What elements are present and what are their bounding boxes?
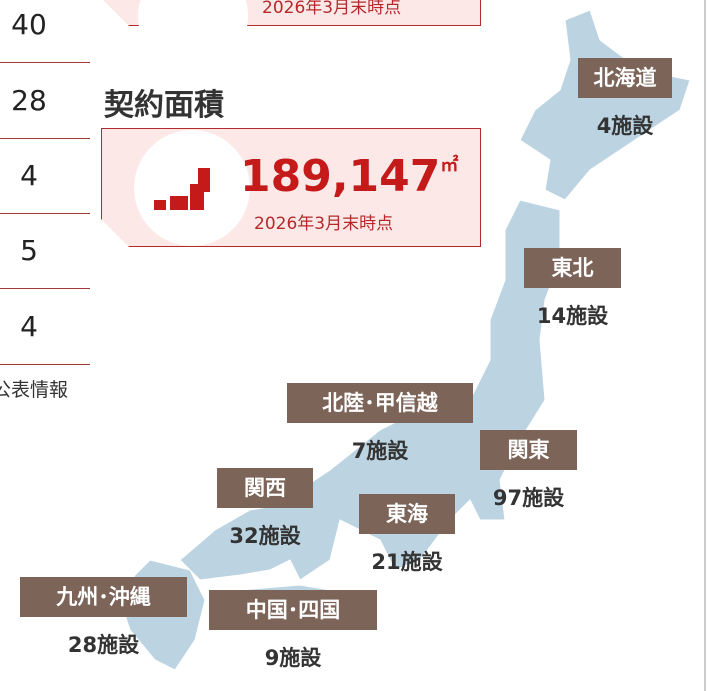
area-box: 189,147㎡ 2026年3月末時点 <box>101 128 481 247</box>
region-label: 北陸･甲信越 <box>287 383 473 423</box>
table-value: 40 <box>11 8 47 41</box>
region-label: 関西 <box>217 468 313 508</box>
region-label: 九州･沖縄 <box>20 577 187 617</box>
top-box: 2026年3月末時点 <box>101 0 481 26</box>
area-unit: ㎡ <box>440 155 459 176</box>
region-label: 東北 <box>524 248 621 288</box>
hokkaido <box>519 9 691 201</box>
table-separator <box>0 62 90 63</box>
area-value-row: 189,147㎡ <box>240 151 458 202</box>
region-label: 北海道 <box>578 58 672 98</box>
area-value: 189,147 <box>240 151 441 202</box>
table-separator <box>0 138 90 139</box>
area-date: 2026年3月末時点 <box>254 214 394 234</box>
table-value: 4 <box>20 159 38 192</box>
region-count: 97施設 <box>492 486 565 510</box>
region-count: 14施設 <box>536 304 609 328</box>
area-heading: 契約面積 <box>104 88 224 123</box>
table-separator <box>0 213 90 214</box>
table-value: 5 <box>20 234 38 267</box>
table-separator <box>0 364 90 365</box>
region-label: 関東 <box>480 430 577 470</box>
region-count: 32施設 <box>229 524 301 548</box>
region-count: 21施設 <box>371 550 443 574</box>
icon-circle <box>134 130 250 246</box>
region-count: 4施設 <box>596 114 654 138</box>
table-note: 公表情報 <box>0 379 69 401</box>
region-count: 9施設 <box>264 646 322 670</box>
table-value: 28 <box>11 84 47 117</box>
region-count: 7施設 <box>351 439 409 463</box>
table-separator <box>0 288 90 289</box>
region-label: 東海 <box>359 494 455 534</box>
region-count: 28施設 <box>67 633 140 657</box>
top-date: 2026年3月末時点 <box>262 0 402 18</box>
region-label: 中国･四国 <box>209 590 377 630</box>
japan-icon <box>134 130 250 246</box>
table-value: 4 <box>20 310 38 343</box>
